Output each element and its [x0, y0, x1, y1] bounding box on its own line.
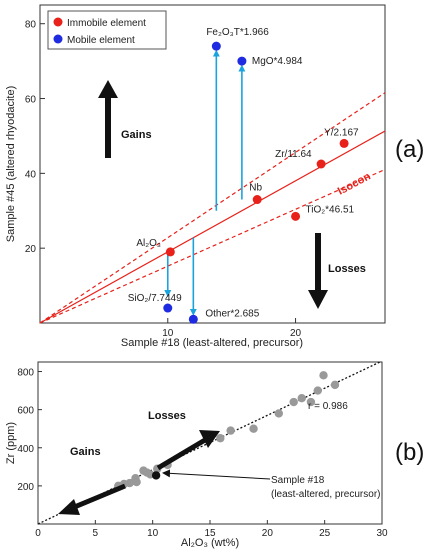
panel-b-label: (b) [395, 439, 424, 466]
point-label-y-2-167: Y/2.167 [324, 127, 359, 138]
b-ytick-label: 400 [17, 444, 34, 455]
a-xtick-label: 20 [290, 328, 302, 339]
isocon-label: Isocon [336, 170, 373, 197]
panel-a-label: (a) [395, 136, 424, 163]
a-ytick-label: 40 [25, 169, 37, 180]
isocon-lines [39, 92, 386, 324]
b-point-2 [125, 478, 134, 488]
b-losses-arrow [156, 437, 207, 471]
point-label-al-o: Al₂O₃ [136, 238, 161, 249]
precursor-label-line1: Sample #18 [271, 475, 325, 486]
point-label-fe-o-t-1-966: Fe₂O₃T*1.966 [206, 27, 269, 38]
legend-immobile-marker [53, 17, 63, 27]
a-xtick-label: 10 [162, 328, 174, 339]
panel-b-xlabel: Al₂O₃ (wt%) [181, 537, 239, 549]
point-al-o [165, 247, 175, 257]
b-xtick-label: 25 [319, 528, 331, 539]
b-point-16 [306, 397, 316, 407]
panel-b: 0 5 10 15 20 25 30 200 400 600 800 r = 0.986 Losse… [5, 361, 424, 549]
point-label-tio-46-51: TiO₂*46.51 [306, 204, 355, 215]
point-label-sio-7-7449: SiO₂/7.7449 [128, 293, 182, 304]
point-fe-o-t-1-966 [211, 41, 221, 51]
legend-mobile-label: Mobile element [67, 35, 135, 46]
b-ytick-label: 800 [17, 368, 34, 379]
gain-loss-arrows [164, 49, 246, 316]
point-label-zr-11-64: Zr/11.64 [275, 149, 312, 160]
b-losses-label: Losses [148, 410, 186, 422]
b-point-10 [216, 434, 225, 443]
b-point-4 [132, 477, 141, 487]
gains-label: Gains [121, 129, 152, 141]
gains-arrow-head [98, 80, 118, 98]
b-gains-arrow [71, 483, 126, 511]
legend-immobile-label: Immobile element [67, 18, 146, 29]
panel-b-ylabel: Zr (ppm) [5, 422, 17, 464]
b-point-13 [274, 409, 283, 418]
point-tio-46-51 [291, 211, 301, 221]
precursor-point [151, 471, 161, 480]
a-ytick-label: 20 [25, 244, 37, 255]
panel-a-xlabel: Sample #18 (least-altered, precursor) [121, 337, 303, 349]
panel-b-ticks: 0 5 10 15 20 25 30 200 400 600 800 [17, 368, 388, 539]
point-other-2-685 [188, 314, 198, 324]
legend-box [47, 10, 167, 50]
point-y-2-167 [339, 138, 349, 148]
b-xtick-label: 15 [204, 528, 216, 539]
isocon-lower-line [39, 168, 386, 324]
gains-indicator: Gains [98, 80, 152, 158]
b-point-11 [226, 426, 235, 435]
a-ytick-label: 80 [25, 20, 37, 31]
b-losses-indicator: Losses [148, 410, 220, 471]
legend: Immobile element Mobile element [47, 10, 167, 50]
b-xtick-label: 0 [35, 528, 41, 539]
precursor-pointer [162, 469, 271, 480]
point-label-nb: Nb [249, 183, 262, 194]
precursor-label-line2: (least-altered, precursor) [271, 489, 380, 500]
point-label-mgo-4-984: MgO*4.984 [252, 56, 303, 67]
panel-a-points [163, 41, 349, 324]
panel-a-ylabel: Sample #45 (altered rhyodacite) [5, 86, 17, 243]
panel-a-ticks: 10 20 20 40 60 80 [25, 20, 302, 339]
b-point-15 [297, 394, 306, 403]
b-xtick-label: 20 [262, 528, 274, 539]
panel-a-frame [39, 4, 386, 324]
b-losses-arrow-head [199, 430, 220, 448]
panel-a-point-labels: Al₂O₃ Nb Zr/11.64 Y/2.167 TiO₂*46.51 Fe₂O₃T*1… [128, 27, 359, 319]
b-point-19 [330, 380, 340, 390]
legend-mobile-marker [53, 34, 63, 44]
losses-label: Losses [328, 263, 366, 275]
b-ytick-label: 200 [17, 482, 34, 493]
precursor-callout: Sample #18 (least-altered, precursor) [162, 469, 380, 500]
point-mgo-4-984 [237, 56, 247, 66]
losses-indicator: Losses [308, 233, 366, 309]
b-xtick-label: 10 [147, 528, 159, 539]
losses-arrow-head [308, 290, 328, 309]
panel-a: 10 20 20 40 60 80 Al₂O₃ Nb Zr/11.64 Y/2.167 TiO₂*… [5, 4, 424, 349]
b-gains-label: Gains [70, 446, 101, 458]
isocon-upper-line [39, 92, 386, 324]
b-gains-indicator: Gains [58, 446, 126, 515]
b-xtick-label: 30 [376, 528, 388, 539]
point-sio-7-7449 [163, 303, 173, 313]
b-gains-arrow-head [58, 499, 80, 515]
panel-b-points [114, 371, 340, 491]
b-xtick-label: 5 [93, 528, 99, 539]
point-zr-11-64 [316, 159, 326, 169]
b-ytick-label: 600 [17, 406, 34, 417]
b-point-12 [249, 424, 258, 433]
b-point-17 [313, 386, 322, 395]
r-value-label: r = 0.986 [308, 401, 348, 412]
point-label-other-2-685: Other*2.685 [205, 308, 259, 319]
b-point-14 [289, 397, 298, 407]
a-ytick-label: 60 [25, 95, 37, 106]
isocon-line [39, 130, 386, 324]
point-nb [252, 195, 262, 205]
b-point-18 [319, 371, 328, 380]
